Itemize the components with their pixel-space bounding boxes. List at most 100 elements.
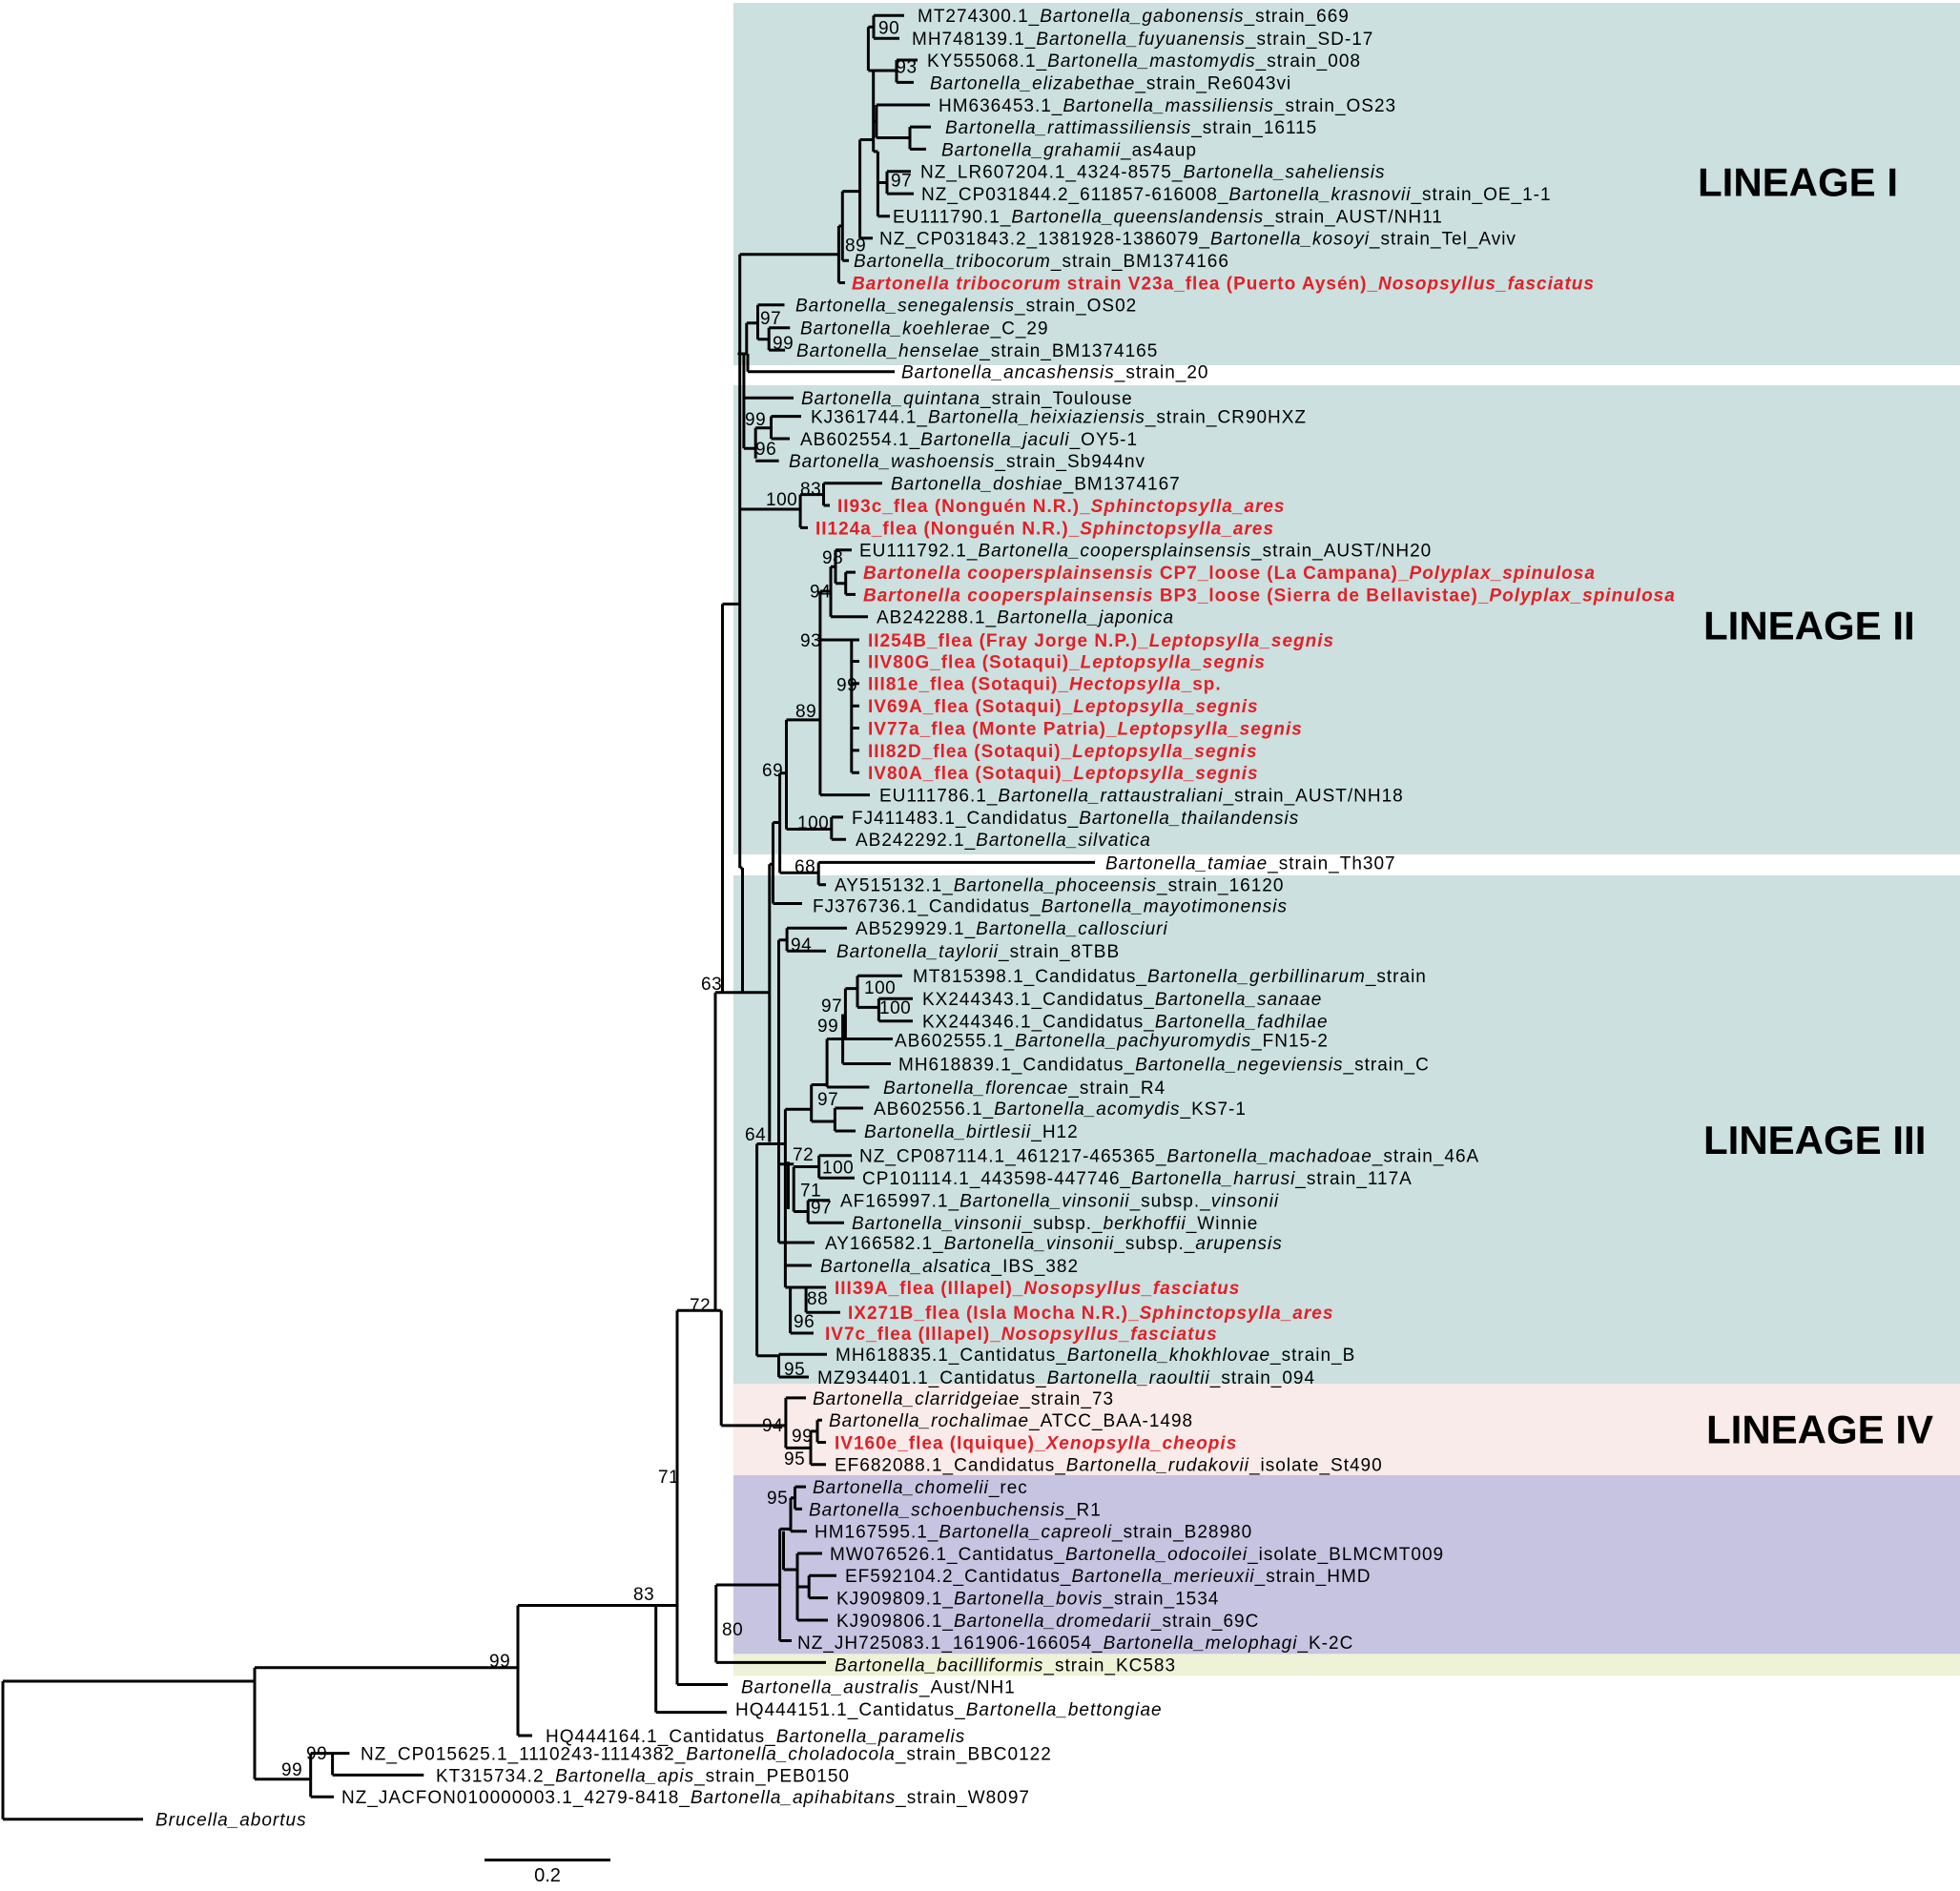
svg-text:100: 100 (864, 978, 896, 998)
svg-text:AY166582.1_Bartonella_vinsonii: AY166582.1_Bartonella_vinsonii_subsp._ar… (825, 1234, 1283, 1254)
svg-text:AB242288.1_Bartonella_japonica: AB242288.1_Bartonella_japonica (877, 608, 1174, 628)
svg-text:95: 95 (784, 1449, 805, 1470)
svg-text:Bartonella_birtlesii_H12: Bartonella_birtlesii_H12 (864, 1122, 1079, 1142)
svg-text:89: 89 (845, 236, 866, 256)
svg-text:Bartonella_quintana_strain_Tou: Bartonella_quintana_strain_Toulouse (801, 389, 1133, 409)
svg-text:Bartonella_washoensis_strain_S: Bartonella_washoensis_strain_Sb944nv (789, 452, 1145, 472)
svg-text:63: 63 (701, 975, 722, 995)
svg-text:97: 97 (817, 1090, 838, 1110)
svg-text:IV69A_flea (Sotaqui)_Leptopsyl: IV69A_flea (Sotaqui)_Leptopsylla_segnis (868, 697, 1259, 717)
svg-text:HQ444164.1_Cantidatus_Bartonel: HQ444164.1_Cantidatus_Bartonella_paramel… (546, 1727, 965, 1747)
svg-text:EF592104.2_Cantidatus_Bartonel: EF592104.2_Cantidatus_Bartonella_merieux… (845, 1567, 1372, 1587)
svg-text:93: 93 (896, 57, 917, 77)
svg-text:99: 99 (792, 1427, 813, 1447)
svg-text:69: 69 (762, 761, 783, 781)
svg-text:KJ361744.1_Bartonella_heixiazi: KJ361744.1_Bartonella_heixiaziensis_stra… (811, 408, 1307, 428)
svg-text:IIV80G_flea (Sotaqui)_Leptopsy: IIV80G_flea (Sotaqui)_Leptopsylla_segnis (868, 652, 1266, 672)
svg-text:MW076526.1_Cantidatus_Bartonel: MW076526.1_Cantidatus_Bartonella_odocoil… (830, 1545, 1444, 1565)
svg-text:72: 72 (690, 1296, 711, 1316)
svg-text:Bartonella_henselae_strain_BM1: Bartonella_henselae_strain_BM1374165 (796, 341, 1158, 361)
svg-text:68: 68 (794, 857, 815, 877)
svg-text:0.2: 0.2 (534, 1865, 561, 1886)
svg-text:96: 96 (794, 1312, 815, 1332)
svg-text:NZ_CP087114.1_461217-465365_Ba: NZ_CP087114.1_461217-465365_Bartonella_m… (859, 1147, 1479, 1167)
svg-text:Bartonella_florencae_strain_R4: Bartonella_florencae_strain_R4 (883, 1079, 1166, 1099)
svg-text:99: 99 (773, 334, 794, 354)
svg-text:83: 83 (800, 480, 821, 500)
svg-text:EF682088.1_Candidatus_Bartonel: EF682088.1_Candidatus_Bartonella_rudakov… (835, 1456, 1383, 1476)
svg-text:LINEAGE IV: LINEAGE IV (1706, 1408, 1933, 1452)
svg-text:HQ444151.1_Cantidatus_Bartonel: HQ444151.1_Cantidatus_Bartonella_bettong… (735, 1700, 1163, 1720)
svg-text:AB529929.1_Bartonella_callosci: AB529929.1_Bartonella_callosciuri (856, 919, 1168, 939)
svg-text:64: 64 (745, 1125, 766, 1145)
svg-text:III82D_flea (Sotaqui)_Leptopsy: III82D_flea (Sotaqui)_Leptopsylla_segnis (868, 742, 1258, 762)
svg-text:71: 71 (800, 1181, 821, 1201)
svg-text:99: 99 (306, 1744, 327, 1764)
svg-text:II93c_flea (Nonguén N.R.)_Sphi: II93c_flea (Nonguén N.R.)_Sphinctopsylla… (837, 497, 1285, 517)
svg-text:II254B_flea (Fray Jorge N.P.)_: II254B_flea (Fray Jorge N.P.)_Leptopsyll… (868, 631, 1334, 651)
svg-text:AB242292.1_Bartonella_silvatic: AB242292.1_Bartonella_silvatica (856, 831, 1151, 851)
svg-text:100: 100 (797, 813, 829, 833)
svg-text:88: 88 (807, 1289, 828, 1309)
svg-text:III81e_flea (Sotaqui)_Hectopsy: III81e_flea (Sotaqui)_Hectopsylla_sp. (868, 675, 1222, 695)
svg-text:99: 99 (745, 410, 766, 430)
svg-text:99: 99 (489, 1652, 510, 1672)
svg-text:97: 97 (891, 171, 912, 191)
svg-text:Bartonella_taylorii_strain_8TB: Bartonella_taylorii_strain_8TBB (836, 942, 1120, 962)
svg-text:Bartonella_alsatica_IBS_382: Bartonella_alsatica_IBS_382 (820, 1257, 1079, 1277)
svg-text:II124a_flea (Nonguén N.R.)_Sph: II124a_flea (Nonguén N.R.)_Sphinctopsyll… (815, 519, 1274, 539)
svg-text:Bartonella_elizabethae_strain_: Bartonella_elizabethae_strain_Re6043vi (930, 73, 1291, 93)
svg-text:AB602554.1_Bartonella_jaculi_O: AB602554.1_Bartonella_jaculi_OY5-1 (800, 430, 1138, 450)
svg-text:AB602556.1_Bartonella_acomydis: AB602556.1_Bartonella_acomydis_KS7-1 (874, 1100, 1247, 1120)
svg-text:Bartonella_rattimassiliensis_s: Bartonella_rattimassiliensis_strain_1611… (945, 118, 1317, 138)
svg-text:EU111790.1_Bartonella_queensla: EU111790.1_Bartonella_queenslandensis_st… (893, 208, 1443, 228)
svg-text:97: 97 (811, 1198, 832, 1218)
svg-text:NZ_CP031843.2_1381928-1386079_: NZ_CP031843.2_1381928-1386079_Bartonella… (879, 230, 1516, 250)
svg-text:Bartonella_australis_Aust/NH1: Bartonella_australis_Aust/NH1 (741, 1677, 1016, 1697)
svg-text:III39A_flea (Illapel)_Nosopsyl: III39A_flea (Illapel)_Nosopsyllus_fascia… (835, 1279, 1240, 1299)
svg-text:NZ_CP031844.2_611857-616008_Ba: NZ_CP031844.2_611857-616008_Bartonella_k… (921, 185, 1552, 205)
svg-text:93: 93 (800, 631, 821, 651)
svg-text:KT315734.2_Bartonella_apis_str: KT315734.2_Bartonella_apis_strain_PEB015… (436, 1766, 850, 1786)
svg-text:72: 72 (793, 1145, 814, 1165)
svg-text:Bartonella coopersplainsensis: Bartonella coopersplainsensis BP3_loose … (863, 586, 1676, 606)
svg-text:MH618835.1_Cantidatus_Bartonel: MH618835.1_Cantidatus_Bartonella_khokhlo… (836, 1346, 1355, 1366)
svg-text:80: 80 (722, 1620, 743, 1640)
svg-text:Brucella_abortus: Brucella_abortus (155, 1811, 307, 1831)
svg-text:AY515132.1_Bartonella_phoceens: AY515132.1_Bartonella_phoceensis_strain_… (835, 876, 1284, 896)
svg-text:Bartonella_doshiae_BM1374167: Bartonella_doshiae_BM1374167 (891, 475, 1181, 495)
svg-text:Bartonella_vinsonii_subsp._ber: Bartonella_vinsonii_subsp._berkhoffii_Wi… (852, 1214, 1258, 1234)
svg-text:Bartonella_rochalimae_ATCC_BAA: Bartonella_rochalimae_ATCC_BAA-1498 (829, 1411, 1193, 1431)
svg-text:KX244343.1_Candidatus_Bartonel: KX244343.1_Candidatus_Bartonella_sanaae (922, 990, 1322, 1010)
svg-text:KJ909806.1_Bartonella_dromedar: KJ909806.1_Bartonella_dromedarii_strain_… (836, 1612, 1259, 1632)
svg-text:99: 99 (817, 1017, 838, 1037)
svg-text:CP101114.1_443598-447746_Barto: CP101114.1_443598-447746_Bartonella_harr… (862, 1169, 1413, 1189)
svg-text:Bartonella_bacilliformis_strai: Bartonella_bacilliformis_strain_KC583 (835, 1655, 1176, 1675)
svg-text:MH618839.1_Candidatus_Bartonel: MH618839.1_Candidatus_Bartonella_negevie… (898, 1055, 1430, 1075)
svg-text:97: 97 (821, 997, 842, 1017)
svg-text:FJ376736.1_Candidatus_Bartonel: FJ376736.1_Candidatus_Bartonella_mayotim… (813, 896, 1288, 916)
svg-text:Bartonella_grahamii_as4aup: Bartonella_grahamii_as4aup (941, 140, 1197, 160)
svg-text:71: 71 (658, 1468, 679, 1488)
svg-text:97: 97 (760, 309, 781, 329)
svg-text:Bartonella_ancashensis_strain_: Bartonella_ancashensis_strain_20 (901, 363, 1208, 383)
svg-text:LINEAGE II: LINEAGE II (1703, 603, 1915, 647)
svg-text:IX271B_flea (Isla Mocha N.R.)_: IX271B_flea (Isla Mocha N.R.)_Sphinctops… (848, 1304, 1333, 1324)
svg-text:IV80A_flea (Sotaqui)_Leptopsyl: IV80A_flea (Sotaqui)_Leptopsylla_segnis (868, 764, 1259, 784)
svg-text:94: 94 (791, 935, 812, 956)
svg-text:100: 100 (822, 1158, 854, 1178)
svg-text:95: 95 (784, 1360, 805, 1380)
svg-text:98: 98 (822, 548, 843, 568)
svg-text:89: 89 (795, 702, 816, 722)
svg-text:MT815398.1_Candidatus_Bartonel: MT815398.1_Candidatus_Bartonella_gerbill… (913, 967, 1427, 987)
svg-text:FJ411483.1_Candidatus_Bartonel: FJ411483.1_Candidatus_Bartonella_thailan… (852, 809, 1299, 829)
svg-text:99: 99 (281, 1760, 302, 1780)
svg-text:LINEAGE I: LINEAGE I (1698, 160, 1898, 205)
svg-text:HM636453.1_Bartonella_massilie: HM636453.1_Bartonella_massiliensis_strai… (939, 96, 1396, 116)
svg-text:EU111786.1_Bartonella_rattaust: EU111786.1_Bartonella_rattaustraliani_st… (879, 787, 1404, 807)
svg-text:EU111792.1_Bartonella_coopersp: EU111792.1_Bartonella_coopersplainsensis… (859, 542, 1432, 562)
svg-text:Bartonella_senegalensis_strain: Bartonella_senegalensis_strain_OS02 (795, 297, 1137, 317)
svg-text:NZ_JACFON010000003.1_4279-8418: NZ_JACFON010000003.1_4279-8418_Bartonell… (341, 1788, 1030, 1808)
svg-text:MZ934401.1_Cantidatus_Bartonel: MZ934401.1_Cantidatus_Bartonella_raoulti… (817, 1368, 1315, 1388)
svg-text:Bartonella coopersplainsensis: Bartonella coopersplainsensis CP7_loose … (863, 564, 1596, 584)
